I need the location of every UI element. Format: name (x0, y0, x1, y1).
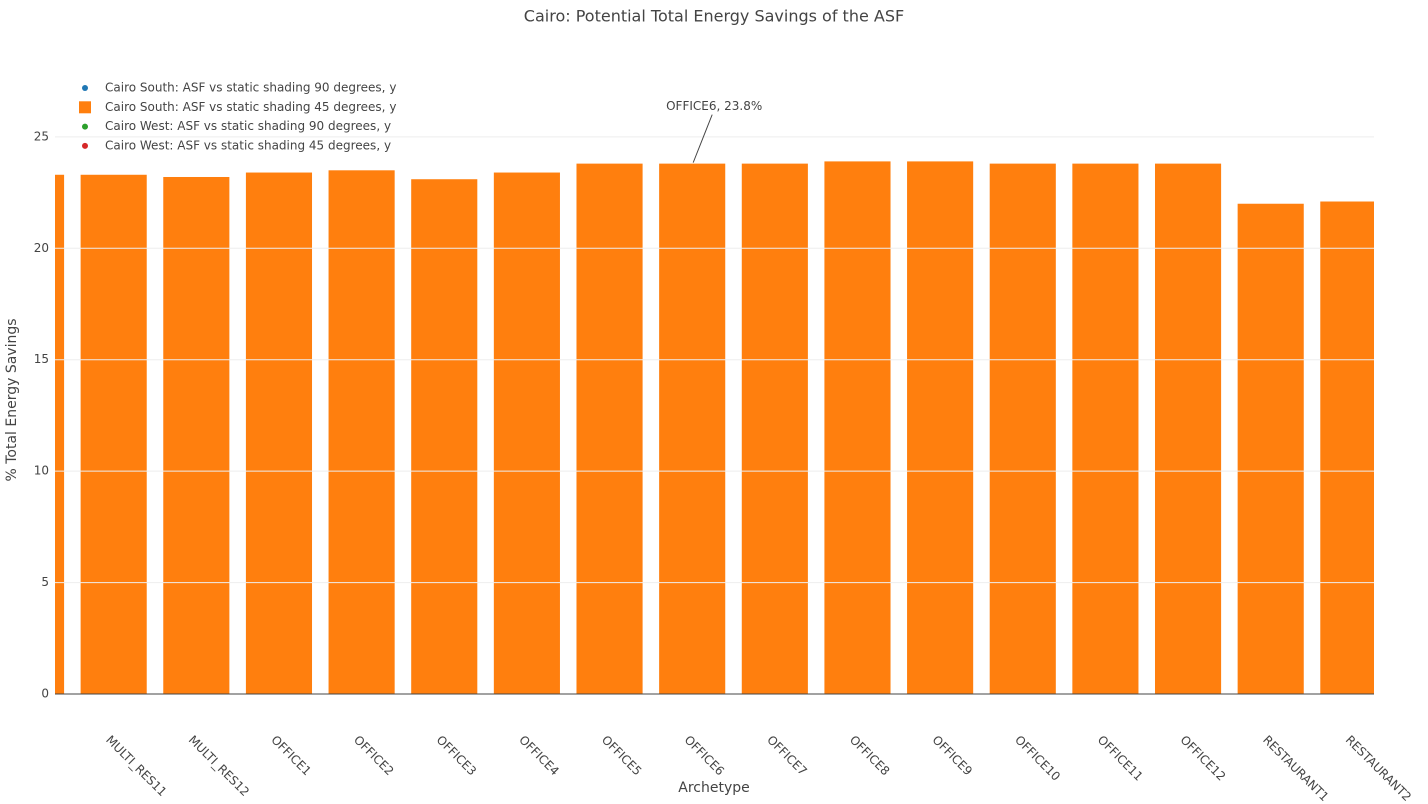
legend-label: Cairo West: ASF vs static shading 45 deg… (105, 138, 391, 152)
x-tick-label: OFFICE12 (1177, 733, 1228, 784)
x-tick-label: RESTAURANT2 (1343, 733, 1414, 804)
y-tick-label: 0 (41, 687, 49, 701)
legend-label: Cairo West: ASF vs static shading 90 deg… (105, 119, 391, 133)
x-axis-title: Archetype (678, 780, 749, 796)
bar (741, 163, 808, 694)
legend-symbol (82, 142, 88, 149)
x-tick-label: OFFICE6 (682, 733, 728, 779)
x-tick-label: OFFICE10 (1012, 733, 1063, 784)
annotation-arrow (692, 114, 713, 163)
x-tick-label: OFFICE11 (1095, 733, 1146, 784)
annotation: OFFICE6, 23.8% (666, 99, 762, 113)
bar (1154, 163, 1222, 694)
plot-area (55, 161, 1374, 694)
legend-label: Cairo South: ASF vs static shading 90 de… (105, 81, 396, 95)
y-tick-label: 5 (41, 575, 49, 589)
legend-symbol (82, 85, 88, 91)
bar (1320, 201, 1374, 694)
bar (1237, 203, 1304, 694)
x-tick-label: OFFICE9 (930, 733, 976, 779)
bar (163, 176, 230, 694)
y-tick-label: 10 (34, 464, 49, 478)
bar (493, 172, 560, 694)
x-tick-label: OFFICE4 (516, 733, 562, 779)
y-tick-label: 15 (34, 352, 49, 366)
bar (659, 163, 726, 694)
x-tick-label: OFFICE3 (434, 733, 480, 779)
y-tick-label: 25 (34, 129, 49, 143)
bar (411, 179, 478, 694)
x-tick-label: OFFICE5 (599, 733, 645, 779)
bar (576, 163, 643, 694)
bar (55, 174, 65, 694)
x-tick-label: OFFICE8 (847, 733, 893, 779)
bar (907, 161, 974, 694)
legend-symbol (79, 101, 91, 114)
legend-label: Cairo South: ASF vs static shading 45 de… (105, 100, 396, 114)
y-axis-title: % Total Energy Savings (4, 318, 20, 481)
bar (328, 170, 395, 694)
x-tick-label: OFFICE7 (764, 733, 810, 779)
y-tick-label: 20 (34, 241, 49, 255)
x-tick-label: OFFICE1 (268, 733, 314, 779)
legend-symbol (82, 123, 88, 130)
x-tick-label: MULTI_RES11 (103, 733, 169, 799)
x-tick-label: MULTI_RES12 (186, 733, 252, 799)
bar (80, 174, 147, 694)
chart-title: Cairo: Potential Total Energy Savings of… (524, 7, 904, 26)
x-tick-label: OFFICE2 (351, 733, 397, 779)
bar (989, 163, 1056, 694)
bar (824, 161, 891, 694)
x-tick-label: RESTAURANT1 (1260, 733, 1331, 804)
bar (245, 172, 313, 694)
bar (1072, 163, 1139, 694)
